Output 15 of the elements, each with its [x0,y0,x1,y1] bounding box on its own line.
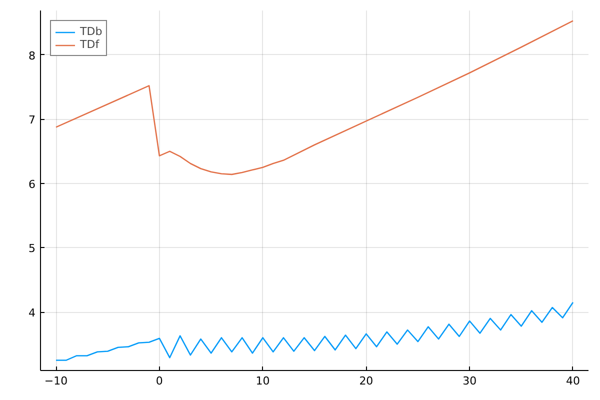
x-tick-label: 0 [156,374,163,388]
legend-label: TDf [80,38,100,51]
y-tick-label: 6 [28,178,36,191]
line-series [55,302,574,361]
x-tick-label: 40 [566,374,580,388]
y-tick-label: 5 [28,242,36,256]
x-tick-label: 10 [256,374,270,388]
x-tick-label: −10 [44,374,68,388]
y-tick-label: 8 [28,49,36,62]
line-series [55,20,574,176]
x-tick-label: 30 [462,374,477,388]
y-tick-label: 4 [28,306,36,320]
y-tick-label: 7 [28,114,36,127]
legend-label: TDb [80,25,102,38]
x-tick-label: 20 [359,374,374,388]
